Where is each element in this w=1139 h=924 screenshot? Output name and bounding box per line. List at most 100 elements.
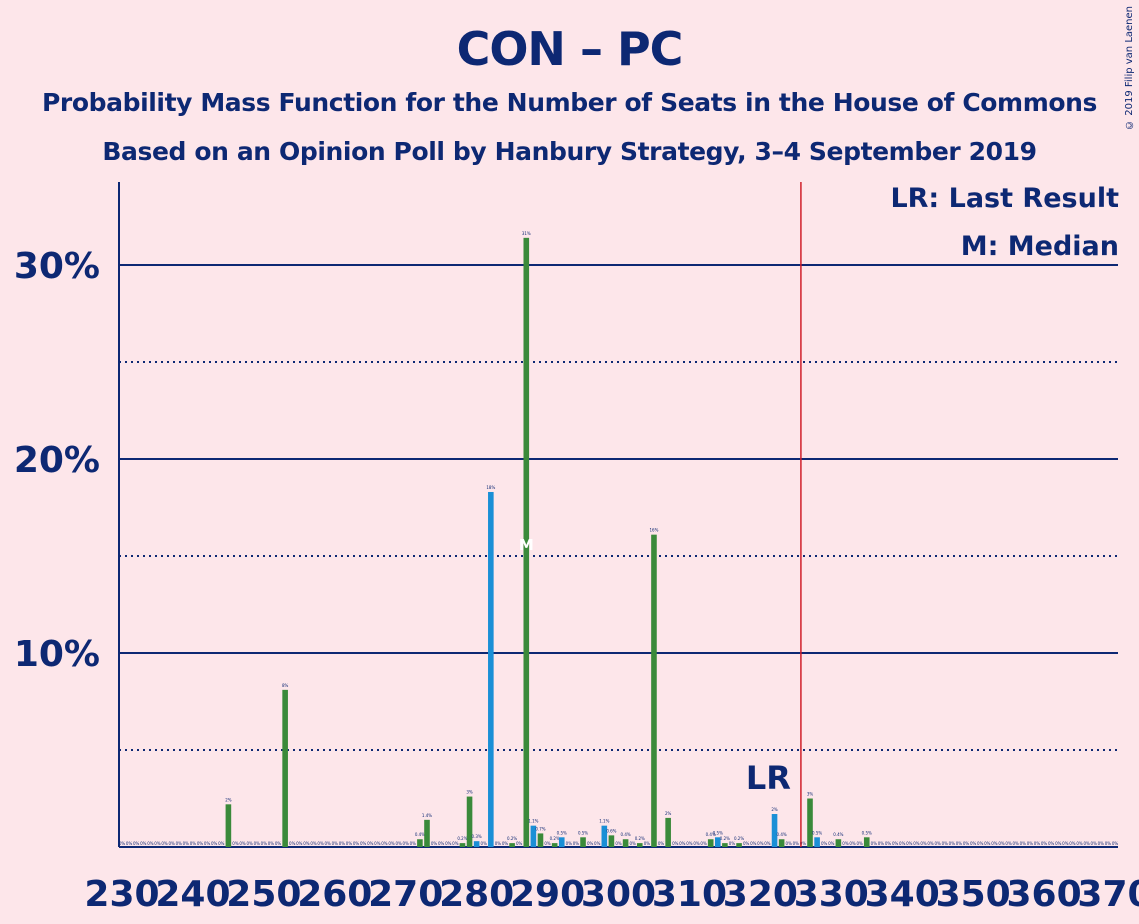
zero-label-311: 0% [693,841,700,846]
zero-label-261: 0% [339,841,346,846]
zero-label-254: 0% [289,841,296,846]
x-tick-label-230: 230 [84,874,159,915]
x-tick-label-360: 360 [1006,874,1081,915]
bar-label-278: 0.2% [457,836,467,841]
bar-314 [715,837,721,847]
x-tick-label-340: 340 [865,874,940,915]
bar-303 [636,843,643,847]
zero-label-324: 0% [786,841,793,846]
zero-label-346: 0% [942,841,949,846]
zero-label-235: 0% [154,841,161,846]
bar-label-305: 16% [650,528,659,533]
zero-label-309: 0% [679,841,686,846]
zero-label-231: 0% [126,841,133,846]
bar-253 [282,689,288,847]
x-tick-label-280: 280 [439,874,514,915]
zero-label-339: 0% [892,841,899,846]
zero-label-250: 0% [261,841,268,846]
zero-label-348: 0% [956,841,963,846]
bar-285 [509,843,515,847]
zero-label-320: 0% [757,841,764,846]
zero-label-344: 0% [927,841,934,846]
zero-label-236: 0% [161,841,168,846]
zero-label-275: 0% [438,841,445,846]
zero-label-290: 0% [544,841,551,846]
bar-label-245: 2% [225,797,232,802]
zero-label-281: 0% [481,841,488,846]
bar-label-335: 0.5% [862,830,872,835]
bar-307 [665,817,671,847]
zero-label-277: 0% [452,841,459,846]
bar-305 [651,534,657,847]
zero-label-367: 0% [1091,841,1098,846]
x-tick-label-270: 270 [368,874,443,915]
zero-label-337: 0% [878,841,885,846]
bar-label-289: 0.7% [535,826,545,831]
bar-label-327: 3% [807,792,814,797]
zero-label-294: 0% [573,841,580,846]
zero-label-293: 0% [566,841,573,846]
zero-label-325: 0% [793,841,800,846]
zero-label-264: 0% [360,841,367,846]
x-tick-label-300: 300 [581,874,656,915]
zero-label-296: 0% [587,841,594,846]
x-tick-label-330: 330 [794,874,869,915]
zero-label-326: 0% [800,841,807,846]
bar-282 [488,491,494,847]
bar-299 [608,835,615,847]
median-marker: M [519,536,534,554]
zero-label-300: 0% [615,841,622,846]
zero-label-262: 0% [346,841,353,846]
zero-label-232: 0% [133,841,140,846]
x-tick-label-240: 240 [155,874,230,915]
zero-label-248: 0% [246,841,253,846]
bar-label-323: 0.4% [777,832,787,837]
bar-label-331: 0.4% [833,832,843,837]
bar-label-328: 0.5% [812,830,822,835]
zero-label-366: 0% [1083,841,1090,846]
bar-label-298: 1.1% [599,819,609,824]
zero-label-297: 0% [594,841,601,846]
zero-label-355: 0% [1005,841,1012,846]
x-tick-label-260: 260 [297,874,372,915]
y-tick-label-20: 20% [14,440,100,481]
x-tick-label-290: 290 [510,874,585,915]
zero-label-359: 0% [1034,841,1041,846]
zero-label-242: 0% [204,841,211,846]
zero-label-338: 0% [885,841,892,846]
zero-label-308: 0% [672,841,679,846]
zero-label-306: 0% [658,841,665,846]
zero-label-270: 0% [403,841,410,846]
zero-label-329: 0% [821,841,828,846]
zero-label-363: 0% [1062,841,1069,846]
bar-label-292: 0.5% [557,830,567,835]
bar-278 [459,843,466,847]
zero-label-333: 0% [849,841,856,846]
bar-label-303: 0.2% [635,836,645,841]
zero-label-276: 0% [445,841,452,846]
x-tick-label-310: 310 [652,874,727,915]
zero-label-356: 0% [1013,841,1020,846]
zero-label-365: 0% [1076,841,1083,846]
bar-label-299: 0.6% [606,828,616,833]
bar-295 [580,837,586,847]
zero-label-268: 0% [388,841,395,846]
legend-median: M: Median [960,231,1119,262]
bar-label-279: 3% [466,790,473,795]
bar-315 [722,843,728,847]
zero-label-243: 0% [211,841,218,846]
zero-label-360: 0% [1041,841,1048,846]
bar-label-288: 1.1% [528,819,538,824]
bar-label-295: 0.5% [578,830,588,835]
zero-label-316: 0% [729,841,736,846]
bar-298 [601,825,608,847]
zero-label-370: 0% [1112,841,1119,846]
bar-label-280: 0.3% [472,834,482,839]
zero-label-234: 0% [147,841,154,846]
chart-subtitle-2: Based on an Opinion Poll by Hanbury Stra… [102,137,1037,166]
zero-label-237: 0% [168,841,175,846]
zero-label-352: 0% [984,841,991,846]
zero-label-310: 0% [686,841,693,846]
y-tick-label-10: 10% [14,634,100,675]
y-tick-label-30: 30% [14,246,100,287]
